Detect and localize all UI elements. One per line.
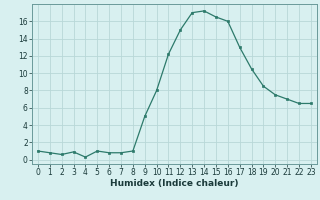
X-axis label: Humidex (Indice chaleur): Humidex (Indice chaleur) xyxy=(110,179,239,188)
